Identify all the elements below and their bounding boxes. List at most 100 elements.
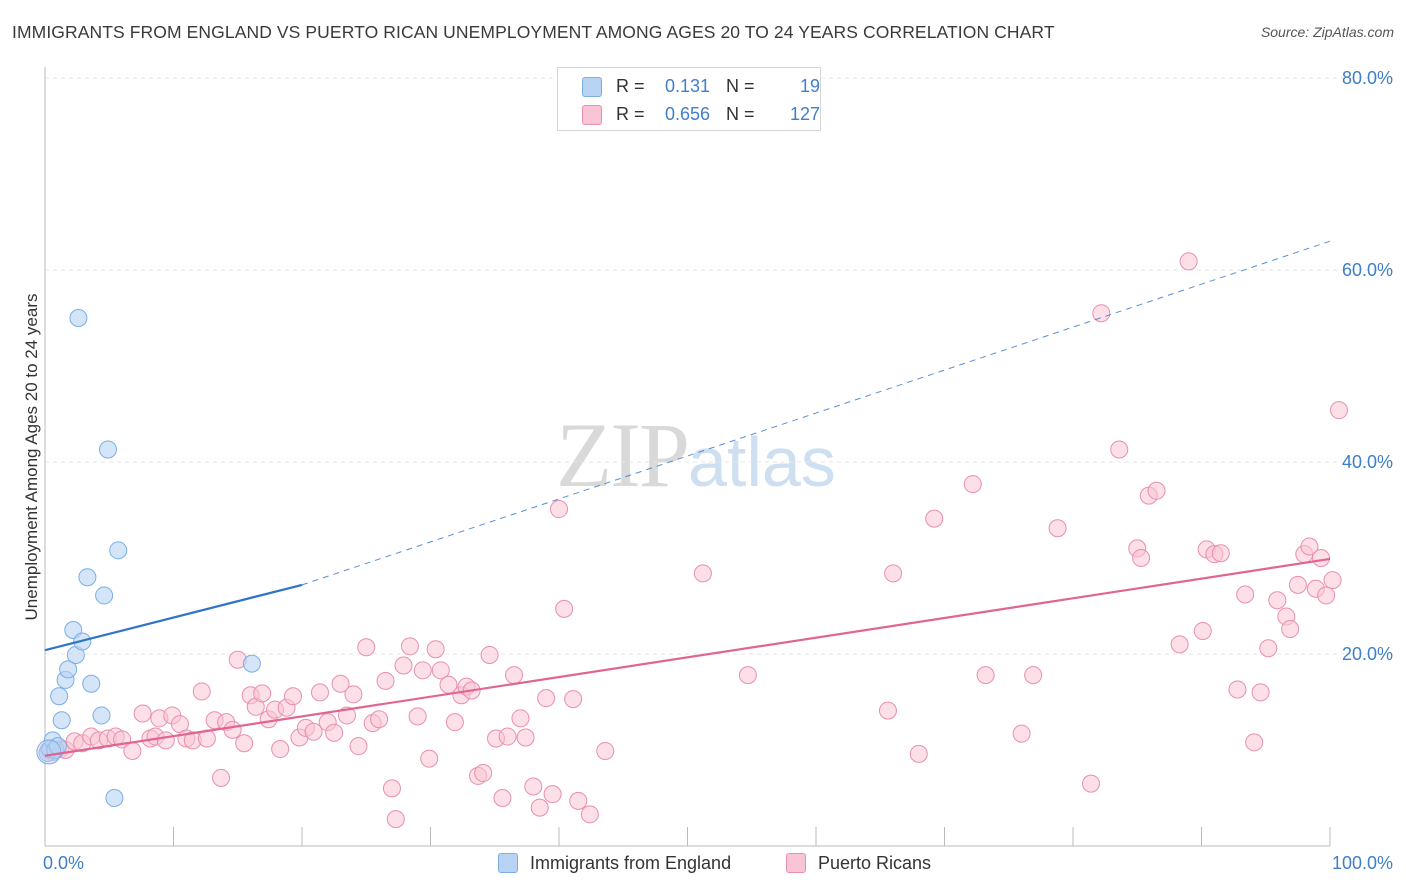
puerto-rican-point xyxy=(253,684,272,703)
puerto-rican-point xyxy=(284,687,303,706)
puerto-rican-point xyxy=(693,564,712,583)
puerto-rican-point xyxy=(543,785,562,804)
puerto-rican-point xyxy=(1300,537,1319,556)
england-point xyxy=(59,660,78,679)
puerto-rican-point xyxy=(420,749,439,768)
puerto-rican-point xyxy=(1245,733,1264,752)
y-tick-label: 40.0% xyxy=(1342,452,1393,472)
puerto-rican-point xyxy=(878,701,897,720)
bottom-legend-swatch-england xyxy=(498,853,518,873)
puerto-rican-point xyxy=(357,638,376,657)
puerto-rican-point xyxy=(1147,481,1166,500)
england-trend-extension xyxy=(301,240,1331,586)
puerto-rican-point xyxy=(1081,774,1100,793)
puerto-rican-point xyxy=(1236,585,1255,604)
legend-r-label-england: R = xyxy=(616,75,645,96)
england-point xyxy=(109,541,128,560)
x-tick-label-min: 0.0% xyxy=(43,853,84,873)
puerto-rican-point xyxy=(382,779,401,798)
puerto-rican-trend-line xyxy=(44,557,1331,757)
england-point xyxy=(242,654,261,673)
puerto-rican-point xyxy=(1281,620,1300,639)
puerto-rican-point xyxy=(370,710,389,729)
england-cluster-point xyxy=(36,739,62,765)
england-point xyxy=(105,789,124,807)
puerto-rican-point xyxy=(1110,440,1129,459)
puerto-rican-point xyxy=(596,741,615,760)
puerto-rican-point xyxy=(235,734,254,753)
puerto-rican-point xyxy=(349,737,368,756)
puerto-rican-point xyxy=(1228,680,1247,699)
legend-r-value-puerto-rican: 0.656 xyxy=(664,103,710,124)
puerto-rican-point xyxy=(426,640,445,659)
puerto-rican-point xyxy=(550,500,568,519)
england-trend-line xyxy=(44,583,303,652)
puerto-rican-point xyxy=(963,475,982,494)
puerto-rican-point xyxy=(530,798,549,817)
puerto-rican-point xyxy=(394,656,413,675)
england-point xyxy=(78,568,97,587)
bottom-legend-swatch-puerto-rican xyxy=(786,853,806,873)
puerto-rican-point xyxy=(505,666,524,685)
puerto-rican-point xyxy=(386,810,405,829)
puerto-rican-point xyxy=(1317,586,1336,605)
bottom-legend-england[interactable]: Immigrants from England xyxy=(498,850,731,876)
puerto-rican-point xyxy=(123,741,142,760)
puerto-rican-point xyxy=(1132,549,1151,567)
puerto-rican-point xyxy=(1179,252,1198,271)
puerto-rican-point xyxy=(564,690,583,709)
puerto-rican-point xyxy=(524,777,543,796)
puerto-rican-point xyxy=(1024,666,1043,685)
puerto-rican-point xyxy=(580,805,599,824)
puerto-rican-point xyxy=(431,661,450,680)
puerto-rican-point xyxy=(1288,575,1307,594)
correlation-legend: R = 0.131 N = 19 R = 0.656 N = 127 xyxy=(557,67,821,131)
puerto-rican-point xyxy=(474,764,493,783)
england-point xyxy=(50,687,69,706)
puerto-rican-point xyxy=(1211,544,1230,563)
puerto-rican-point xyxy=(493,789,512,807)
legend-n-value-puerto-rican: 127 xyxy=(789,103,820,124)
puerto-rican-point xyxy=(1012,724,1031,743)
england-point xyxy=(52,711,71,730)
puerto-rican-point xyxy=(884,564,903,583)
chart-title: IMMIGRANTS FROM ENGLAND VS PUERTO RICAN … xyxy=(12,22,1055,42)
puerto-rican-point xyxy=(212,768,231,787)
puerto-rican-point xyxy=(445,713,464,732)
puerto-rican-point xyxy=(1092,304,1111,323)
puerto-rican-point xyxy=(511,709,530,728)
puerto-rican-point xyxy=(1323,571,1342,590)
puerto-rican-point xyxy=(271,740,290,759)
puerto-rican-point xyxy=(192,682,211,701)
puerto-rican-point xyxy=(555,599,574,618)
puerto-rican-point xyxy=(1251,683,1270,702)
puerto-rican-point xyxy=(925,509,944,528)
puerto-rican-point xyxy=(1312,549,1331,567)
puerto-rican-point xyxy=(1259,639,1278,658)
legend-swatch-puerto-rican xyxy=(582,105,602,125)
puerto-rican-point xyxy=(537,689,556,708)
bottom-legend-label-england: Immigrants from England xyxy=(530,852,732,873)
legend-r-label-puerto-rican: R = xyxy=(616,103,645,124)
puerto-rican-point xyxy=(376,671,395,690)
puerto-rican-point xyxy=(1048,519,1067,538)
puerto-rican-point xyxy=(1193,621,1212,640)
england-point xyxy=(82,674,101,693)
bottom-legend-label-puerto-rican: Puerto Ricans xyxy=(818,852,932,873)
puerto-rican-point xyxy=(909,744,928,763)
puerto-rican-point xyxy=(738,666,757,685)
puerto-rican-point xyxy=(408,707,427,726)
puerto-rican-point xyxy=(344,685,363,704)
x-tick-label-max: 100.0% xyxy=(1332,853,1393,873)
puerto-rican-point xyxy=(1329,401,1348,420)
puerto-rican-point xyxy=(400,637,419,656)
puerto-rican-point xyxy=(480,645,499,664)
puerto-rican-point xyxy=(1268,591,1287,610)
y-axis-label: Unemployment Among Ages 20 to 24 years xyxy=(22,294,41,621)
england-point xyxy=(69,309,88,327)
legend-n-label-puerto-rican: N = xyxy=(726,103,755,124)
puerto-rican-point xyxy=(1170,635,1189,654)
y-tick-label: 60.0% xyxy=(1342,260,1393,280)
bottom-legend-puerto-rican[interactable]: Puerto Ricans xyxy=(786,850,931,876)
